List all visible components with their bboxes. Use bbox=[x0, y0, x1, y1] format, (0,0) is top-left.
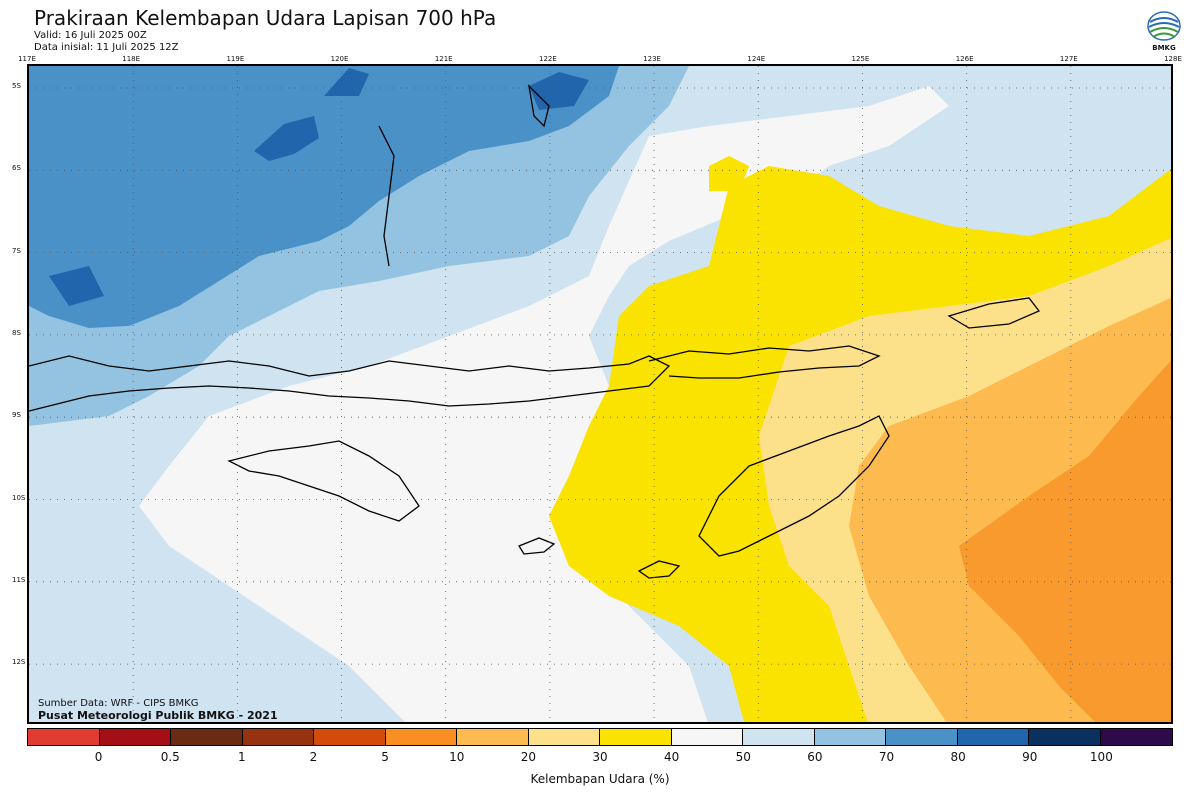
logo-text: BMKG bbox=[1152, 44, 1176, 52]
colorbar-tick-label: 5 bbox=[381, 750, 389, 764]
savu-coast bbox=[518, 537, 556, 555]
source-org: Pusat Meteorologi Publik BMKG - 2021 bbox=[38, 709, 278, 722]
latitude-label: 11S bbox=[12, 575, 26, 584]
longitude-label: 128E bbox=[1164, 55, 1182, 63]
colorbar bbox=[27, 728, 1173, 746]
flores-coast bbox=[648, 345, 881, 379]
sumba-coast bbox=[227, 440, 420, 522]
colorbar-tick-label: 0 bbox=[94, 750, 103, 764]
coastlines bbox=[29, 84, 1041, 579]
colorbar-cell bbox=[242, 729, 314, 745]
longitude-label: 127E bbox=[1059, 55, 1078, 63]
longitude-label: 126E bbox=[955, 55, 974, 63]
longitude-label: 124E bbox=[747, 55, 766, 63]
buton-coast bbox=[528, 84, 550, 128]
colorbar-cell bbox=[1029, 729, 1101, 745]
colorbar-tick-label: 0.5 bbox=[160, 750, 180, 764]
colorbar-cell bbox=[1100, 729, 1172, 745]
colorbar-cell bbox=[171, 729, 243, 745]
field-80-90 bbox=[29, 66, 619, 328]
longitude-label: 122E bbox=[539, 55, 557, 63]
colorbar-tick-label: 30 bbox=[592, 750, 608, 764]
colorbar-cell bbox=[743, 729, 815, 745]
initial-data-time: Data inisial: 11 Juli 2025 12Z bbox=[34, 42, 179, 53]
longitude-label: 118E bbox=[122, 55, 141, 63]
wetar-coast bbox=[947, 297, 1041, 329]
field-90-100 bbox=[324, 68, 369, 96]
colorbar-tick-label: 70 bbox=[878, 750, 895, 764]
colorbar-cell bbox=[886, 729, 958, 745]
colorbar-cell bbox=[457, 729, 529, 745]
latitude-label: 8S bbox=[12, 328, 21, 337]
source-data: Sumber Data: WRF - CIPS BMKG bbox=[38, 698, 199, 709]
field-40-50 bbox=[709, 156, 749, 191]
timor-coast bbox=[698, 415, 890, 557]
colorbar-cell bbox=[957, 729, 1029, 745]
colorbar-tick-label: 60 bbox=[807, 750, 823, 764]
latitude-label: 6S bbox=[12, 164, 21, 173]
colorbar-cell bbox=[28, 729, 100, 745]
colorbar-cell bbox=[600, 729, 672, 745]
longitude-label: 123E bbox=[643, 55, 661, 63]
latitude-label: 9S bbox=[12, 411, 21, 420]
latitude-label: 12S bbox=[12, 658, 26, 667]
longitude-label: 119E bbox=[226, 55, 245, 63]
field-90-100 bbox=[49, 266, 104, 306]
colorbar-title: Kelembapan Udara (%) bbox=[530, 772, 670, 786]
colorbar-tick-label: 2 bbox=[309, 750, 318, 764]
bmkg-logo-icon bbox=[1147, 11, 1181, 41]
valid-time: Valid: 16 Juli 2025 00Z bbox=[34, 30, 147, 41]
humidity-map bbox=[27, 64, 1173, 724]
latitude-label: 5S bbox=[12, 82, 21, 90]
longitude-label: 117E bbox=[18, 55, 36, 63]
longitude-label: 121E bbox=[434, 55, 453, 63]
colorbar-tick-label: 20 bbox=[520, 750, 537, 764]
colorbar-cell bbox=[528, 729, 600, 745]
sulawesi-coast bbox=[378, 125, 395, 267]
colorbar-tick-label: 80 bbox=[950, 750, 966, 764]
colorbar-cell bbox=[385, 729, 457, 745]
colorbar-tick-label: 40 bbox=[663, 750, 680, 764]
colorbar-cell bbox=[814, 729, 886, 745]
field-10-20 bbox=[959, 360, 1171, 722]
colorbar-cell bbox=[314, 729, 386, 745]
colorbar-cell bbox=[99, 729, 171, 745]
colorbar-cell bbox=[671, 729, 743, 745]
colorbar-tick-label: 90 bbox=[1022, 750, 1038, 764]
longitude-label: 125E bbox=[851, 55, 870, 63]
humidity-field bbox=[29, 66, 1171, 722]
colorbar-tick-label: 50 bbox=[735, 750, 751, 764]
colorbar-tick-label: 10 bbox=[449, 750, 465, 764]
field-90-100 bbox=[254, 116, 319, 161]
map-title: Prakiraan Kelembapan Udara Lapisan 700 h… bbox=[34, 6, 497, 30]
rote-coast bbox=[637, 560, 681, 579]
colorbar-tick-label: 100 bbox=[1089, 750, 1113, 764]
longitude-label: 120E bbox=[330, 55, 349, 63]
sumbawa-lombok-coast bbox=[29, 355, 671, 412]
latitude-label: 7S bbox=[12, 246, 21, 255]
latitude-label: 10S bbox=[12, 493, 26, 502]
colorbar-tick-label: 1 bbox=[238, 750, 246, 764]
